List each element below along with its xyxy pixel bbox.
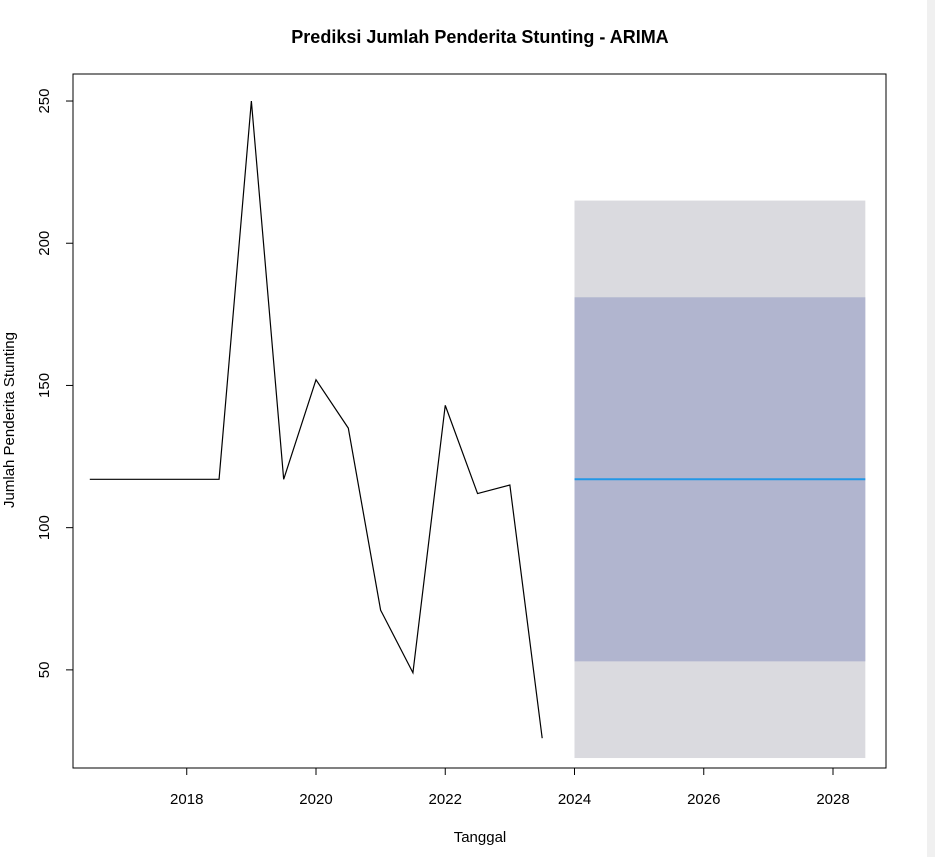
y-tick-label: 100: [36, 515, 53, 540]
y-tick-label: 50: [36, 662, 53, 679]
y-axis: 50 100 150 200 250: [36, 89, 74, 679]
series-line-0: [89, 100, 543, 739]
x-tick-label: 2028: [816, 791, 849, 808]
x-tick-label: 2018: [170, 791, 203, 808]
x-tick-label: 2022: [429, 791, 462, 808]
x-axis-label: Tanggal: [454, 829, 507, 846]
x-tick-label: 2020: [299, 791, 332, 808]
y-tick-label: 200: [36, 231, 53, 256]
x-tick-label: 2026: [687, 791, 720, 808]
y-axis-label: Jumlah Penderita Stunting: [1, 332, 18, 508]
series-lines: [89, 100, 866, 739]
scrollbar-track[interactable]: [927, 0, 935, 857]
y-tick-label: 250: [36, 89, 53, 114]
y-tick-label: 150: [36, 373, 53, 398]
x-axis: 2018 2020 2022 2024 2026 2028: [170, 767, 850, 808]
x-tick-label: 2024: [558, 791, 591, 808]
chart-title: Prediksi Jumlah Penderita Stunting - ARI…: [291, 27, 668, 47]
